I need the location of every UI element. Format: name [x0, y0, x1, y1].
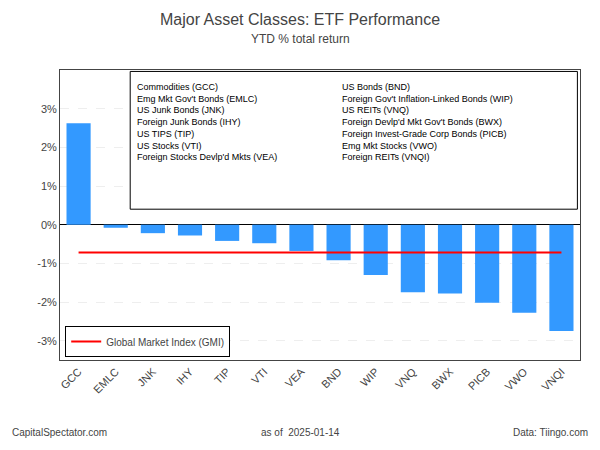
svg-text:VEA: VEA — [283, 365, 308, 390]
svg-text:VWO: VWO — [503, 365, 530, 392]
svg-text:US Bonds (BND)Foreign Gov't In: US Bonds (BND)Foreign Gov't Inflation-Li… — [342, 82, 513, 162]
svg-text:VNQ: VNQ — [393, 365, 419, 391]
svg-text:-1%: -1% — [37, 257, 57, 269]
svg-text:0%: 0% — [41, 219, 57, 231]
svg-text:1%: 1% — [41, 180, 57, 192]
svg-text:JNK: JNK — [135, 365, 159, 389]
svg-text:2%: 2% — [41, 141, 57, 153]
svg-text:Commodities (GCC)Emg Mkt Gov't: Commodities (GCC)Emg Mkt Gov't Bonds (EM… — [137, 82, 277, 162]
svg-text:3%: 3% — [41, 103, 57, 115]
svg-text:-2%: -2% — [37, 296, 57, 308]
svg-text:-3%: -3% — [37, 335, 57, 347]
svg-text:PICB: PICB — [466, 366, 493, 393]
svg-text:Data: Tiingo.com: Data: Tiingo.com — [513, 427, 588, 438]
svg-text:GCC: GCC — [58, 365, 84, 391]
svg-text:IHY: IHY — [174, 365, 196, 387]
svg-text:EMLC: EMLC — [91, 365, 121, 395]
svg-text:YTD % total return: YTD % total return — [251, 32, 350, 46]
svg-text:VNQI: VNQI — [539, 366, 567, 394]
svg-text:BWX: BWX — [429, 365, 456, 392]
svg-text:TIP: TIP — [212, 366, 233, 387]
svg-text:VTI: VTI — [249, 366, 270, 387]
svg-text:Major Asset Classes: ETF Perfo: Major Asset Classes: ETF Performance — [160, 11, 440, 28]
svg-text:WIP: WIP — [358, 366, 381, 389]
svg-text:Global Market Index (GMI): Global Market Index (GMI) — [106, 337, 224, 348]
svg-text:as of 2025-01-14: as of 2025-01-14 — [261, 427, 340, 438]
svg-text:CapitalSpectator.com: CapitalSpectator.com — [12, 427, 107, 438]
svg-text:BND: BND — [319, 365, 344, 390]
